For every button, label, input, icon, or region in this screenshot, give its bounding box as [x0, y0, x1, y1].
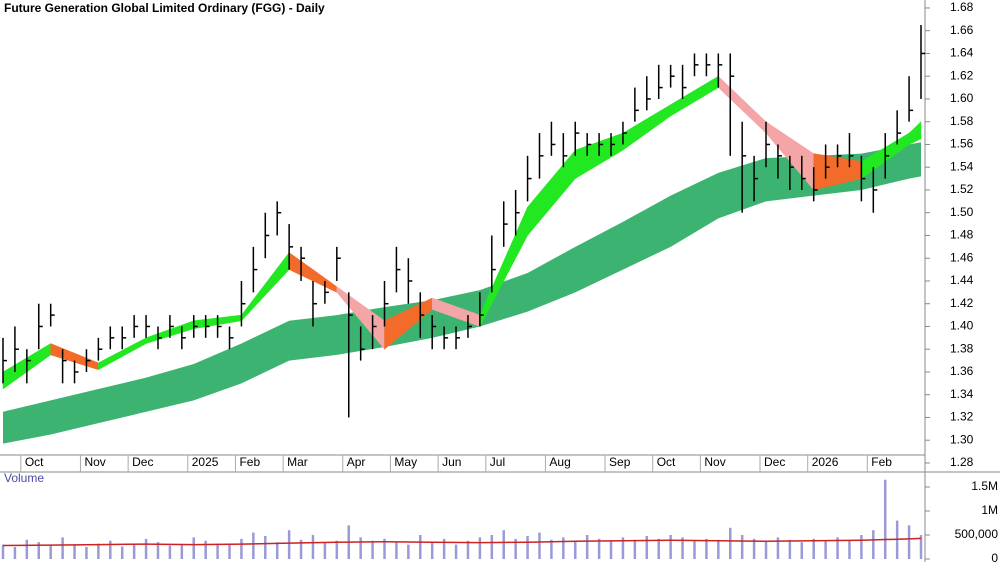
y-tick-label: 1.32 — [950, 410, 974, 424]
y-tick-label: 1.56 — [950, 137, 974, 151]
x-tick-label: Oct — [657, 455, 676, 469]
x-tick-label: 2026 — [812, 455, 839, 469]
x-tick-label: Nov — [84, 455, 105, 469]
y-tick-label: 1.60 — [950, 91, 974, 105]
long-band — [3, 142, 921, 444]
short-band-segment — [908, 121, 922, 145]
x-tick-label: Jul — [490, 455, 505, 469]
y-tick-label: 1.34 — [950, 387, 974, 401]
x-tick-label: Apr — [347, 455, 366, 469]
y-tick-label: 1.58 — [950, 114, 974, 128]
y-tick-label: 1.66 — [950, 23, 974, 37]
volume-title: Volume — [4, 471, 44, 485]
x-tick-label: Dec — [132, 455, 153, 469]
x-tick-label: Jun — [442, 455, 461, 469]
y-tick-label: 1.50 — [950, 205, 974, 219]
x-tick-label: Mar — [287, 455, 308, 469]
y-tick-label: 1.44 — [950, 273, 974, 287]
y-tick-label: 1.28 — [950, 455, 974, 469]
y-tick-label: 1.40 — [950, 319, 974, 333]
y-tick-label: 1M — [981, 503, 998, 517]
y-tick-label: 1.30 — [950, 432, 974, 446]
x-tick-label: Oct — [25, 455, 44, 469]
y-tick-label: 1.54 — [950, 159, 974, 173]
x-tick-label: Sep — [609, 455, 631, 469]
y-tick-label: 1.52 — [950, 182, 974, 196]
y-tick-label: 0 — [991, 551, 998, 562]
y-tick-label: 1.46 — [950, 250, 974, 264]
y-tick-label: 1.48 — [950, 228, 974, 242]
x-tick-label: May — [394, 455, 417, 469]
x-tick-label: Dec — [764, 455, 785, 469]
x-tick-label: Feb — [239, 455, 260, 469]
y-tick-label: 1.42 — [950, 296, 974, 310]
y-tick-label: 1.5M — [971, 479, 998, 493]
x-tick-label: 2025 — [192, 455, 219, 469]
y-tick-label: 500,000 — [955, 527, 999, 541]
y-tick-label: 1.68 — [950, 0, 974, 14]
y-tick-label: 1.36 — [950, 364, 974, 378]
y-tick-label: 1.64 — [950, 46, 974, 60]
x-tick-label: Aug — [549, 455, 570, 469]
y-tick-label: 1.62 — [950, 68, 974, 82]
volume-average — [2, 537, 922, 547]
chart-title: Future Generation Global Limited Ordinar… — [4, 1, 325, 15]
y-tick-label: 1.38 — [950, 341, 974, 355]
x-tick-label: Feb — [871, 455, 892, 469]
x-tick-label: Nov — [704, 455, 725, 469]
